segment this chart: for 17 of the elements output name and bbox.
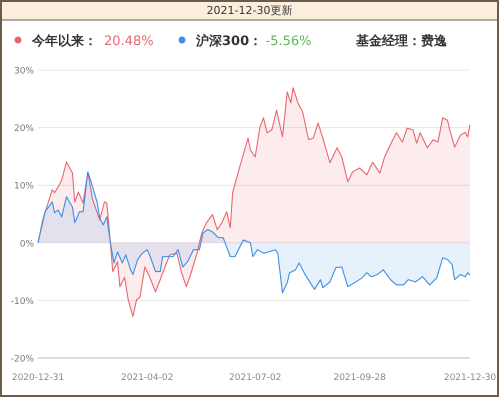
y-tick-label: -20%	[10, 354, 34, 364]
legend-label: 沪深300：	[195, 33, 262, 49]
text: -5.56%	[266, 34, 312, 49]
y-tick-label: 30%	[14, 66, 34, 76]
legend-label: 今年以来：	[31, 34, 97, 49]
x-tick-label: 2021-04-02	[121, 373, 174, 383]
x-tick-label: 2021-07-02	[229, 373, 282, 383]
x-tick-label: 2021-09-28	[333, 373, 386, 383]
chart-subtitle: 基金经理：费逸	[355, 34, 448, 49]
x-tick-label: 2021-12-30	[444, 373, 496, 383]
y-tick-label: 20%	[14, 124, 34, 134]
chart-title: 2021-12-30更新	[206, 4, 292, 17]
y-tick-label: 10%	[14, 182, 34, 192]
y-tick-label: 0%	[20, 239, 34, 250]
y-tick-label: -10%	[10, 296, 34, 307]
text: 20.48%	[104, 34, 154, 49]
x-tick-label: 2020-12-31	[12, 373, 64, 383]
